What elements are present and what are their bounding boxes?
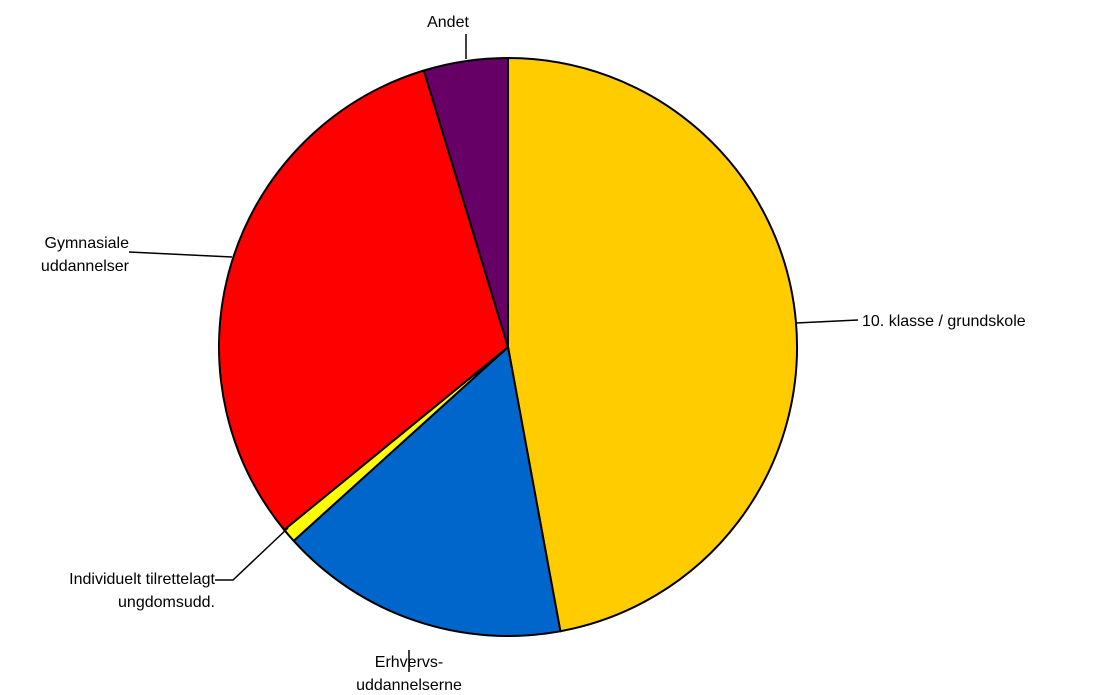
slice-label-5: Andet	[427, 14, 469, 31]
pie-slice-2	[292, 346, 562, 637]
pie-slice-4	[218, 69, 509, 531]
leader-line-3	[215, 527, 289, 581]
slice-label-2: Erhvervs-uddannelserne	[356, 654, 462, 694]
slice-label-line: uddannelser	[41, 258, 130, 275]
pie-slices	[218, 57, 798, 637]
slice-label-4: Gymnasiale uddannelser	[41, 235, 130, 275]
pie-slice-1	[507, 57, 798, 633]
slice-label-line: ungdomsudd.	[118, 594, 215, 611]
slice-label-line: 10. klasse / grundskole	[862, 313, 1026, 330]
slice-label-line: Gymnasiale	[45, 235, 130, 252]
pie-slice-5	[422, 57, 509, 348]
slice-label-1: 10. klasse / grundskole	[862, 313, 1026, 330]
slice-labels: 10. klasse / grundskole Erhvervs-uddannel…	[41, 14, 1026, 694]
slice-label-3: Individuelt tilrettelagt ungdomsudd.	[69, 571, 215, 611]
leader-lines	[128, 34, 859, 672]
slice-label-line: uddannelserne	[356, 677, 462, 694]
slice-label-line: Erhvervs-	[375, 654, 443, 671]
leader-line-1	[795, 319, 859, 324]
slice-label-line: Andet	[427, 14, 469, 31]
slice-label-line: Individuelt tilrettelagt	[69, 571, 215, 588]
leader-line-4	[128, 251, 233, 258]
